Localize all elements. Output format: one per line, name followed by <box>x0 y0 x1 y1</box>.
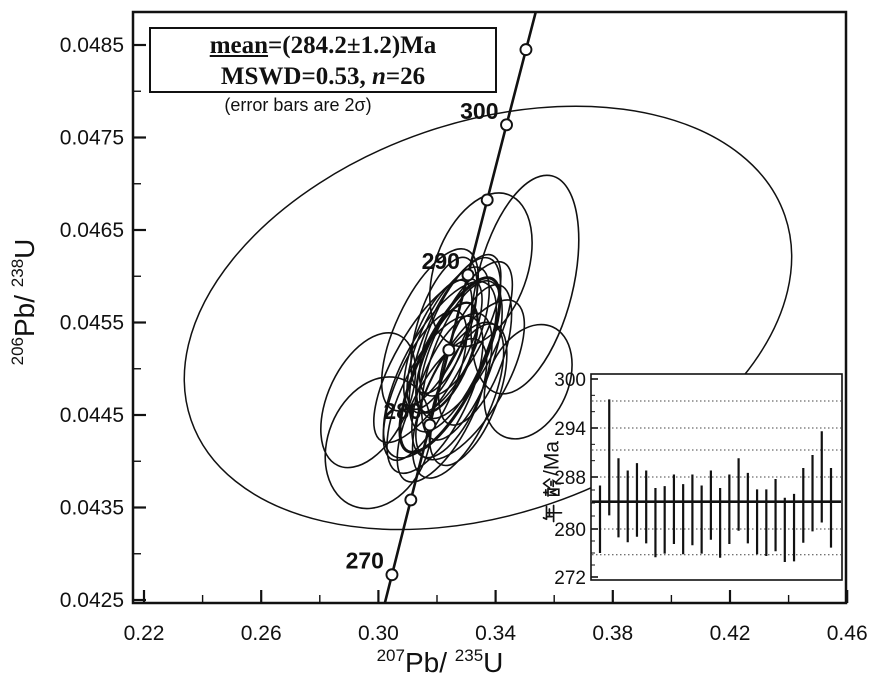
y-tick-label: 0.0435 <box>60 497 124 520</box>
inset-y-tick-label: 294 <box>554 419 586 440</box>
concordia-age-marker <box>519 43 533 57</box>
concordia-age-marker <box>385 568 399 582</box>
inset-y-tick-label: 280 <box>554 520 586 541</box>
x-axis-title: 207Pb/ 235U <box>377 646 504 678</box>
stats-n-symbol: n <box>371 63 386 90</box>
error-ellipse <box>372 277 483 444</box>
stats-mean-word: mean <box>209 32 269 59</box>
cjk-glyph-ling <box>542 478 562 497</box>
inset-y-tick-label: 272 <box>554 568 586 589</box>
x-tick-label: 0.34 <box>475 622 516 645</box>
concordia-line <box>383 12 538 603</box>
x-tick-label: 0.38 <box>592 622 633 645</box>
concordia-age-marker <box>480 193 494 207</box>
error-ellipse <box>402 279 473 411</box>
cjk-glyph-nian <box>542 504 563 523</box>
inset-weighted-mean-plot: 300 294 288 280 272/Ma <box>541 370 843 589</box>
inset-y-axis-title-suffix: /Ma <box>541 441 564 476</box>
stats-line-mean: mean=(284.2±1.2)Ma <box>151 30 495 61</box>
stats-n-value: =26 <box>385 63 426 90</box>
stats-mean-value: =(284.2±1.2)Ma <box>268 32 437 59</box>
inset-y-tick-label: 288 <box>554 468 586 489</box>
x-tick-label: 0.46 <box>827 622 868 645</box>
y-tick-label: 0.0455 <box>60 312 124 335</box>
error-ellipse <box>418 253 502 397</box>
concordia-age-label: 270 <box>346 548 384 574</box>
concordia-age-label: 300 <box>460 98 498 124</box>
error-ellipse <box>415 301 479 414</box>
stats-box: mean=(284.2±1.2)Ma MSWD=0.53, n=26 <box>149 27 497 93</box>
inset-y-tick-label: 300 <box>554 370 586 391</box>
x-tick-label: 0.30 <box>358 622 399 645</box>
y-axis-title: 206Pb/ 238U <box>8 239 40 366</box>
y-tick-label: 0.0475 <box>60 127 124 150</box>
concordia-age-marker <box>461 268 475 282</box>
error-ellipse <box>320 331 417 469</box>
axis-ticks-group: 0.22 0.26 0.30 0.34 0.38 0.42 0.46 0.0485 0.0475… <box>60 34 868 645</box>
concordia-age-marker <box>423 418 437 432</box>
y-tick-label: 0.0445 <box>60 404 124 427</box>
error-bar-note: (error bars are 2σ) <box>224 95 372 115</box>
concordia-age-label: 290 <box>422 248 460 274</box>
x-tick-label: 0.42 <box>710 622 751 645</box>
error-ellipse <box>183 105 793 531</box>
x-tick-label: 0.26 <box>241 622 282 645</box>
error-ellipse <box>410 256 478 395</box>
concordia-age-marker <box>500 118 513 132</box>
stats-line-mswd: MSWD=0.53, n=26 <box>151 61 495 92</box>
error-ellipse <box>408 256 502 433</box>
concordia-age-marker <box>442 343 456 357</box>
error-ellipses-group <box>183 105 793 531</box>
concordia-group: 270 280 290 300 <box>346 12 538 603</box>
y-tick-label: 0.0465 <box>60 219 124 242</box>
x-tick-label: 0.22 <box>124 622 165 645</box>
concordia-age-label: 280 <box>383 398 421 424</box>
plot-border <box>131 10 848 605</box>
concordia-age-marker <box>404 493 418 507</box>
y-tick-label: 0.0485 <box>60 34 124 57</box>
inset-y-axis-title: /Ma <box>541 441 564 523</box>
stats-mswd: MSWD=0.53, <box>220 63 372 90</box>
y-tick-label: 0.0425 <box>60 589 124 612</box>
